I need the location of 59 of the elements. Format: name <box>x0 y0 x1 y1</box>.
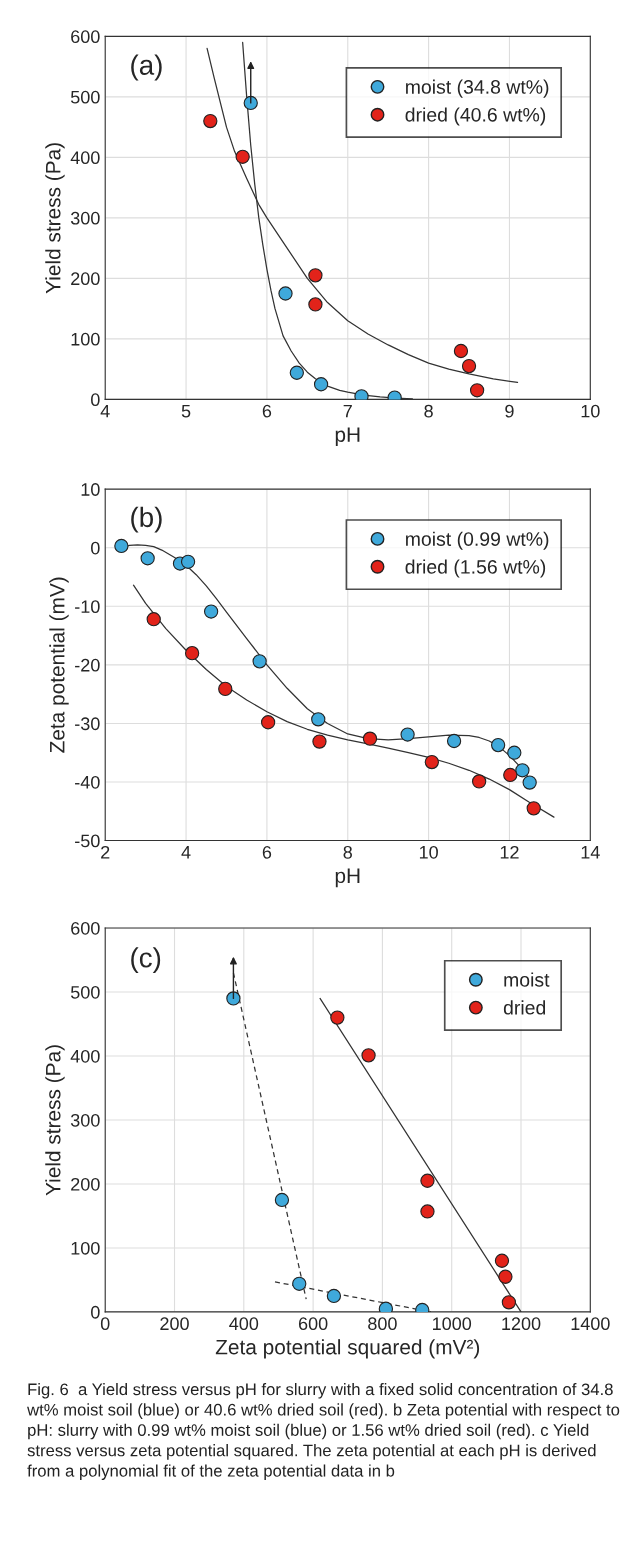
y-tick-label: 0 <box>91 541 100 555</box>
x-tick-label: 600 <box>298 1317 328 1331</box>
x-tick-label: 4 <box>100 404 110 418</box>
x-tick-label: 8 <box>424 404 433 418</box>
x-tick-label: 6 <box>262 404 272 418</box>
x-axis-title: pH <box>335 427 360 447</box>
y-tick-label: 300 <box>70 1113 100 1127</box>
y-tick-label: 10 <box>81 483 100 496</box>
y-tick-label: -30 <box>75 717 100 731</box>
y-tick-label: -50 <box>75 834 100 848</box>
legend-label: dried (1.56 wt%) <box>405 559 546 578</box>
x-tick-label: 14 <box>581 846 600 859</box>
x-tick-label: 12 <box>500 845 519 859</box>
legend-label: moist <box>504 972 550 987</box>
legend-label: dried (40.6 wt%) <box>405 107 546 126</box>
y-tick-label: 600 <box>71 921 100 935</box>
y-tick-label: 200 <box>71 1177 100 1191</box>
y-tick-label: 600 <box>71 30 100 44</box>
x-tick-label: 200 <box>160 1317 189 1331</box>
y-tick-label: 200 <box>71 272 100 286</box>
y-axis-title: Zeta potential (mV) <box>49 577 69 753</box>
y-tick-label: 0 <box>91 1305 100 1319</box>
x-axis-title: pH <box>335 868 360 888</box>
x-tick-label: 5 <box>181 404 191 418</box>
x-axis-title: Zeta potential squared (mV²) <box>215 1339 480 1359</box>
x-tick-label: 1400 <box>571 1317 610 1331</box>
x-tick-label: 7 <box>343 404 352 418</box>
x-tick-label: 6 <box>262 845 272 859</box>
y-tick-label: 500 <box>70 985 100 999</box>
x-tick-label: 8 <box>343 845 352 859</box>
x-tick-label: 10 <box>419 845 438 859</box>
caption: Fig. 6 a Yield stress versus pH for slurry with a fixed solid concentration of 34.8 wt% moist soil (blue) or 40.6 wt% dried soil (red). b Zeta potential with respect to pH: slurry with 0.99 wt% moist soil (blue) or 1.56 wt% dried soil (red). c Yield stress versus zeta potential squared. The zeta potential at each pH is derived from a polynomial fit of the zeta potential data in b <box>27 1383 620 1481</box>
legend-label: moist (0.99 wt%) <box>406 531 549 550</box>
annotation: (c) <box>131 947 161 974</box>
legend-label: moist (34.8 wt%) <box>406 79 549 98</box>
y-tick-label: 100 <box>71 332 100 346</box>
x-tick-label: 10 <box>581 404 600 418</box>
y-tick-label: 0 <box>91 393 100 407</box>
y-tick-label: -20 <box>75 658 100 672</box>
x-tick-label: 1200 <box>502 1317 541 1331</box>
x-tick-label: 1000 <box>433 1317 472 1331</box>
annotation: (a) <box>131 54 162 81</box>
y-tick-label: 400 <box>70 151 100 165</box>
annotation: (b) <box>131 506 162 533</box>
x-tick-label: 9 <box>505 404 514 418</box>
x-tick-label: 800 <box>368 1317 397 1331</box>
y-axis-title: Yield stress (Pa) <box>45 1045 65 1196</box>
y-tick-label: 100 <box>71 1241 100 1255</box>
y-axis-title: Yield stress (Pa) <box>45 143 65 294</box>
y-tick-label: 300 <box>70 211 100 225</box>
x-tick-label: 4 <box>181 846 191 859</box>
legend-label: dried <box>503 1000 546 1015</box>
y-tick-label: 500 <box>70 90 100 104</box>
x-tick-label: 400 <box>229 1317 259 1331</box>
x-tick-label: 2 <box>101 845 110 859</box>
y-tick-label: -40 <box>75 775 100 789</box>
y-tick-label: 400 <box>70 1049 100 1063</box>
y-tick-label: -10 <box>75 600 100 614</box>
x-tick-label: 0 <box>100 1317 110 1331</box>
